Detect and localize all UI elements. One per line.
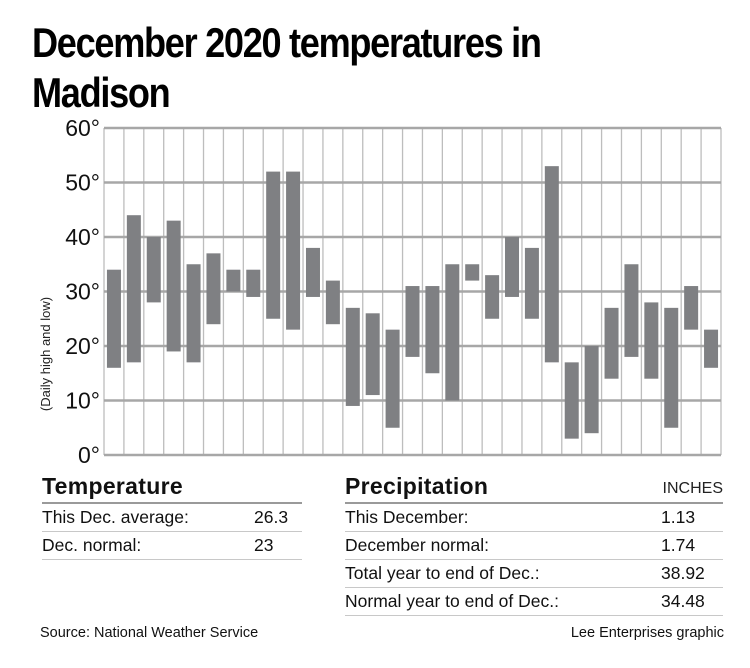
temperature-range-bar [325,280,340,325]
temperature-heading: Temperature [42,470,302,504]
temperature-range-bar [465,264,480,281]
row-value: 23 [254,535,274,555]
temperature-range-bar [684,286,699,330]
temperature-range-bar [644,302,659,379]
row-value: 1.74 [661,535,696,555]
row-value: 38.92 [661,563,705,583]
table-row: This December: 1.13 [345,504,723,532]
precipitation-heading-text: Precipitation [345,473,489,499]
precipitation-unit: INCHES [662,480,723,497]
temperature-range-bar [186,264,201,363]
row-value: 34.48 [661,591,705,611]
temperature-range-bar [505,237,520,297]
temperature-range-bar [604,307,619,379]
temperature-range-bar [345,307,360,406]
temperature-range-bar [664,307,679,428]
graphic-credit: Lee Enterprises graphic [570,625,724,641]
y-tick-label: 60° [65,115,100,141]
temperature-range-bar [544,166,559,363]
temperature-range-bar [405,286,420,357]
row-label: Total year to end of Dec.: [345,563,540,583]
table-row: December normal: 1.74 [345,532,723,560]
y-tick-label: 20° [65,333,100,359]
temperature-range-bar [246,269,261,297]
temperature-heading-text: Temperature [42,473,183,499]
temperature-range-bar [226,269,241,292]
y-tick-label: 50° [65,170,100,196]
temperature-table: Temperature This Dec. average: 26.3 Dec.… [42,470,302,560]
row-value: 26.3 [254,507,289,527]
row-label: December normal: [345,535,489,555]
y-tick-label: 30° [65,279,100,305]
y-axis-label: (Daily high and low) [38,297,53,411]
temperature-range-bar [286,171,301,330]
source-note: Source: National Weather Service [40,625,259,641]
temperature-range-bar [206,253,221,325]
y-tick-labels: 0° 10° 20° 30° 40° 50° 60° [65,115,100,468]
temperature-chart: 0° 10° 20° 30° 40° 50° 60° (Daily high and low… [38,115,722,468]
temperature-range-bar [425,286,440,374]
precipitation-heading: Precipitation INCHES [345,470,723,504]
table-row: Normal year to end of Dec.: 34.48 [345,588,723,616]
table-row: This Dec. average: 26.3 [42,504,302,532]
y-tick-label: 40° [65,224,100,250]
temperature-bars [106,166,719,439]
temperature-range-bar [564,362,579,439]
temperature-range-bar [385,329,400,428]
row-label: This Dec. average: [42,507,189,527]
y-tick-label: 0° [78,442,100,468]
y-tick-label: 10° [65,388,100,414]
chart-title: December 2020 temperatures in Madison [32,19,542,116]
row-label: Dec. normal: [42,535,142,555]
temperature-range-bar [266,171,281,319]
temperature-range-bar [524,247,539,319]
temperature-range-bar [106,269,121,368]
row-label: This December: [345,507,469,527]
temperature-range-bar [305,247,320,297]
temperature-range-bar [485,275,500,319]
row-value: 1.13 [661,507,696,527]
temperature-range-bar [126,215,141,363]
temperature-range-bar [704,329,719,368]
temperature-range-bar [445,264,460,401]
temperature-range-bar [584,346,599,434]
row-label: Normal year to end of Dec.: [345,591,559,611]
table-row: Dec. normal: 23 [42,532,302,560]
table-row: Total year to end of Dec.: 38.92 [345,560,723,588]
temperature-range-bar [365,313,380,396]
precipitation-table: Precipitation INCHES This December: 1.13… [345,470,723,616]
temperature-range-bar [146,237,161,303]
temperature-range-bar [624,264,639,357]
temperature-range-bar [166,220,181,352]
